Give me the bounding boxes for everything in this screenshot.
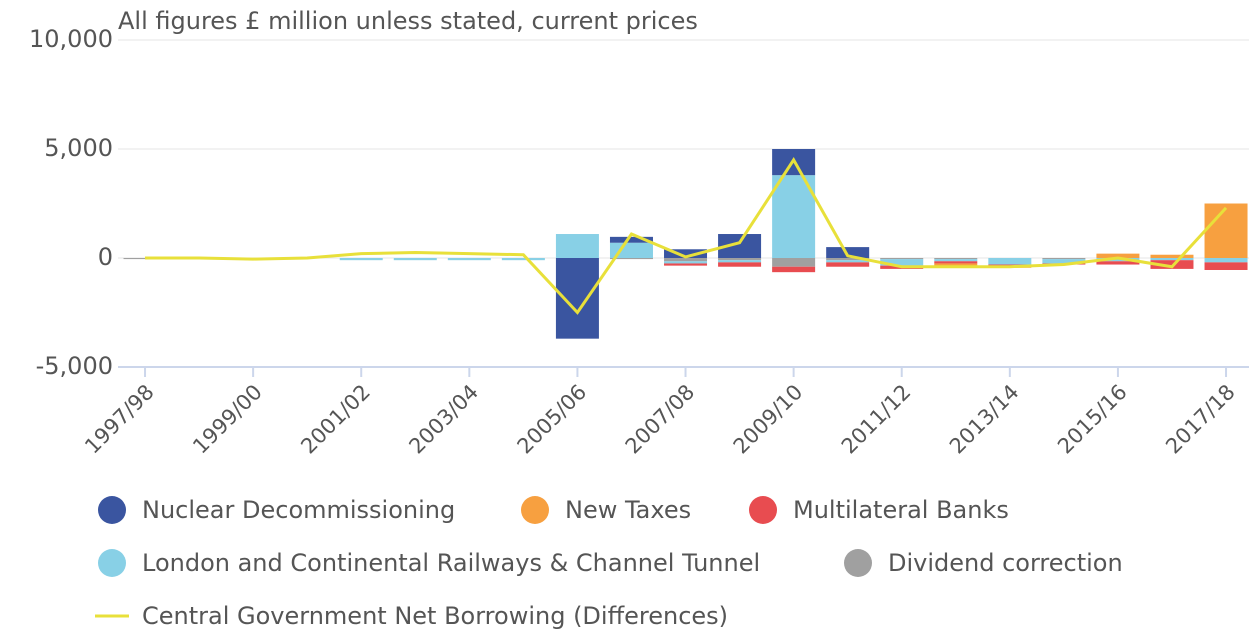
y-tick-label: -5,000 [36,352,113,380]
bar [772,266,816,273]
x-tick-label: 2011/12 [837,380,916,459]
x-tick-label: 2003/04 [404,380,483,459]
x-tick-label: 2009/10 [729,380,808,459]
y-tick-label: 10,000 [29,25,113,53]
legend-symbol [521,496,549,524]
x-tick-label: 2005/06 [513,380,592,459]
x-tick-label: 2015/16 [1053,380,1132,459]
bar [1096,253,1140,258]
bar [772,175,816,258]
legend-label: Central Government Net Borrowing (Differ… [142,602,728,630]
bar [664,258,708,262]
bar [826,247,870,258]
bar [718,262,762,267]
bar [934,261,978,264]
bar [880,258,924,260]
legend-symbol [749,496,777,524]
bar [1042,258,1086,260]
bar [1096,261,1140,265]
bar [1150,258,1194,261]
bar [339,258,383,261]
bar [1042,259,1086,264]
bar [447,258,491,261]
legend-symbol [844,549,872,577]
bar [609,242,653,258]
bar [826,258,870,261]
x-tick-label: 2013/14 [945,380,1024,459]
bar [826,260,870,263]
legend-label: Multilateral Banks [793,496,1009,524]
bar [609,258,653,260]
legend-symbol [98,549,126,577]
bar [501,258,545,261]
bar [718,260,762,263]
x-tick-label: 2001/02 [296,380,375,459]
bar [880,259,924,266]
bar [718,258,762,261]
bar [988,258,1032,265]
x-tick-label: 1997/98 [80,380,159,459]
bar [555,234,599,258]
x-tick-label: 2017/18 [1161,380,1240,459]
legend-label: Dividend correction [888,549,1123,577]
bar [393,258,437,261]
bar [772,258,816,267]
bar [934,259,978,262]
legend-symbol [98,496,126,524]
legend-label: London and Continental Railways & Channe… [142,549,760,577]
bar [664,263,708,266]
bar [826,262,870,267]
legend-label: Nuclear Decommissioning [142,496,455,524]
bar [1204,203,1248,258]
bar [718,234,762,258]
x-tick-label: 2007/08 [621,380,700,459]
y-tick-label: 0 [98,243,113,271]
bar [1096,258,1140,262]
line [145,157,1228,315]
bar [1150,254,1194,258]
bar [664,261,708,264]
bar [934,258,978,260]
y-tick-label: 5,000 [44,134,113,162]
bar [1204,258,1248,263]
legend-label: New Taxes [565,496,691,524]
x-tick-label: 1999/00 [188,380,267,459]
bar [1204,262,1248,270]
bar [609,236,653,243]
chart-subtitle: All figures £ million unless stated, cur… [118,7,698,35]
bar [664,249,708,258]
